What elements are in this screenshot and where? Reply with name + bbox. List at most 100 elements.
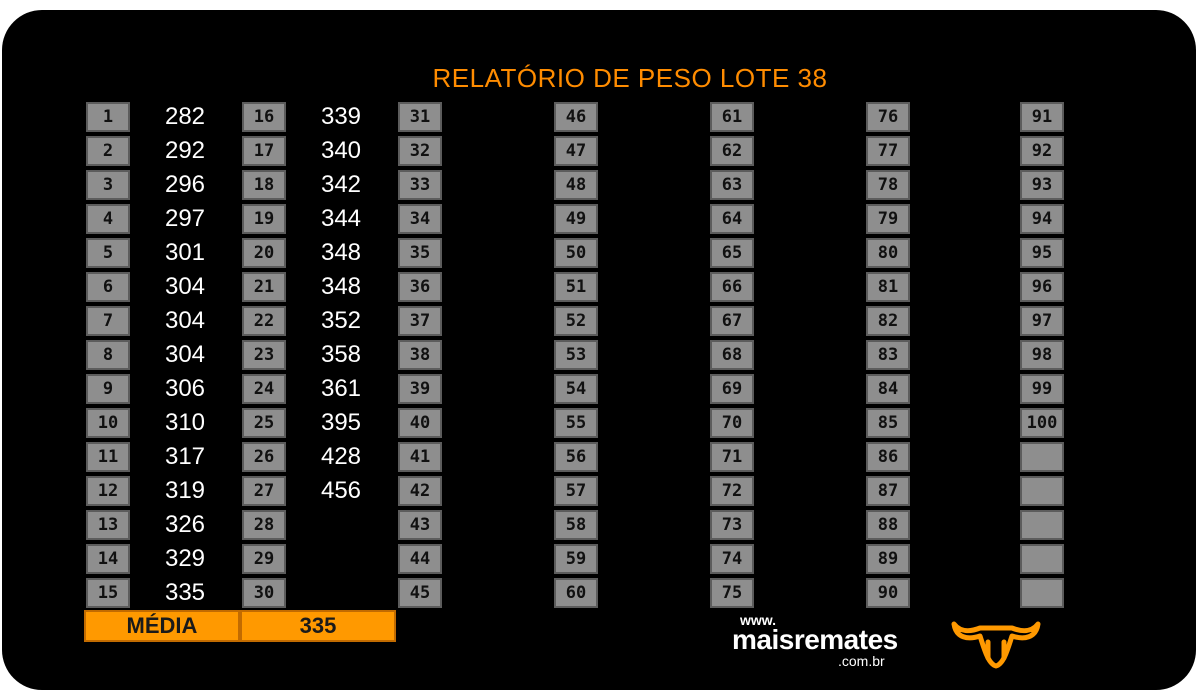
logo-www: www. xyxy=(740,612,777,628)
lot-number-cell: 25 xyxy=(242,408,286,438)
lot-number-cell: 10 xyxy=(86,408,130,438)
lot-number-cell: 26 xyxy=(242,442,286,472)
lot-number-cell: 20 xyxy=(242,238,286,268)
lot-number-cell: 30 xyxy=(242,578,286,608)
weight-value: 317 xyxy=(164,443,206,470)
lot-number-cell: 62 xyxy=(710,136,754,166)
lot-number-cell: 89 xyxy=(866,544,910,574)
lot-number-cell: 44 xyxy=(398,544,442,574)
lot-number-cell: 48 xyxy=(554,170,598,200)
lot-number-cell: 21 xyxy=(242,272,286,302)
lot-number-cell: 15 xyxy=(86,578,130,608)
lot-number-cell: 59 xyxy=(554,544,598,574)
lot-number-cell: 78 xyxy=(866,170,910,200)
lot-number-cell: 18 xyxy=(242,170,286,200)
bull-head-icon xyxy=(951,621,1041,669)
lot-number-cell: 37 xyxy=(398,306,442,336)
lot-number-cell: 52 xyxy=(554,306,598,336)
lot-number-cell: 92 xyxy=(1020,136,1064,166)
lot-number-cell: 99 xyxy=(1020,374,1064,404)
weight-value xyxy=(296,578,386,608)
weight-value: 296 xyxy=(164,171,206,198)
lot-number-cell: 32 xyxy=(398,136,442,166)
lot-number-cell: 94 xyxy=(1020,204,1064,234)
lot-number-cell: 43 xyxy=(398,510,442,540)
lot-number-cell: 16 xyxy=(242,102,286,132)
weight-value: 310 xyxy=(164,409,206,436)
lot-number-cell: 3 xyxy=(86,170,130,200)
weight-value xyxy=(296,544,386,574)
lot-number-cell: 77 xyxy=(866,136,910,166)
lot-number-cell: 8 xyxy=(86,340,130,370)
lot-number-cell: 19 xyxy=(242,204,286,234)
weight-value: 361 xyxy=(320,375,362,402)
weight-value: 342 xyxy=(320,171,362,198)
lot-number-cell: 97 xyxy=(1020,306,1064,336)
weight-value: 348 xyxy=(320,239,362,266)
lot-number-cell: 68 xyxy=(710,340,754,370)
weight-value: 304 xyxy=(164,273,206,300)
lot-number-cell: 82 xyxy=(866,306,910,336)
lot-number-cell xyxy=(1020,578,1064,608)
weight-value: 348 xyxy=(320,273,362,300)
lot-number-cell: 5 xyxy=(86,238,130,268)
weight-value: 304 xyxy=(164,307,206,334)
lot-number-cell: 86 xyxy=(866,442,910,472)
lot-number-cell: 13 xyxy=(86,510,130,540)
lot-number-cell: 71 xyxy=(710,442,754,472)
weight-value: 304 xyxy=(164,341,206,368)
lot-number-cell: 76 xyxy=(866,102,910,132)
lot-number-cell: 58 xyxy=(554,510,598,540)
lot-number-cell: 12 xyxy=(86,476,130,506)
lot-number-cell: 61 xyxy=(710,102,754,132)
lot-number-cell: 31 xyxy=(398,102,442,132)
lot-number-cell: 67 xyxy=(710,306,754,336)
lot-number-cell: 80 xyxy=(866,238,910,268)
lot-number-cell: 7 xyxy=(86,306,130,336)
lot-number-cell: 55 xyxy=(554,408,598,438)
lot-number-cell: 85 xyxy=(866,408,910,438)
lot-number-cell: 95 xyxy=(1020,238,1064,268)
lot-number-cell: 64 xyxy=(710,204,754,234)
lot-number-cell xyxy=(1020,442,1064,472)
lot-number-cell: 35 xyxy=(398,238,442,268)
lot-number-cell: 90 xyxy=(866,578,910,608)
lot-number-cell: 51 xyxy=(554,272,598,302)
lot-number-cell: 79 xyxy=(866,204,910,234)
lot-number-cell xyxy=(1020,544,1064,574)
weight-value: 340 xyxy=(320,137,362,164)
lot-number-cell: 27 xyxy=(242,476,286,506)
lot-number-cell xyxy=(1020,476,1064,506)
lot-number-cell: 81 xyxy=(866,272,910,302)
lot-number-cell: 22 xyxy=(242,306,286,336)
lot-number-cell: 42 xyxy=(398,476,442,506)
lot-number-cell: 50 xyxy=(554,238,598,268)
lot-number-cell: 45 xyxy=(398,578,442,608)
lot-number-cell: 56 xyxy=(554,442,598,472)
weight-value: 335 xyxy=(164,579,206,606)
weight-value: 319 xyxy=(164,477,206,504)
lot-number-cell: 98 xyxy=(1020,340,1064,370)
lot-number-cell: 72 xyxy=(710,476,754,506)
lot-number-cell: 49 xyxy=(554,204,598,234)
lot-number-cell: 87 xyxy=(866,476,910,506)
weight-value: 301 xyxy=(164,239,206,266)
lot-number-cell: 73 xyxy=(710,510,754,540)
lot-number-cell: 36 xyxy=(398,272,442,302)
lot-number-cell: 23 xyxy=(242,340,286,370)
lot-number-cell: 1 xyxy=(86,102,130,132)
logo-domain: .com.br xyxy=(838,653,885,669)
lot-number-cell: 24 xyxy=(242,374,286,404)
report-title: RELATÓRIO DE PESO LOTE 38 xyxy=(432,63,828,93)
lot-number-cell: 47 xyxy=(554,136,598,166)
lot-number-cell: 2 xyxy=(86,136,130,166)
lot-number-cell: 75 xyxy=(710,578,754,608)
lot-number-cell: 34 xyxy=(398,204,442,234)
weight-value: 329 xyxy=(164,545,206,572)
lot-number-cell: 60 xyxy=(554,578,598,608)
media-value: 335 xyxy=(240,610,396,642)
lot-number-cell: 74 xyxy=(710,544,754,574)
lot-number-cell: 54 xyxy=(554,374,598,404)
lot-number-cell: 46 xyxy=(554,102,598,132)
lot-number-cell: 63 xyxy=(710,170,754,200)
